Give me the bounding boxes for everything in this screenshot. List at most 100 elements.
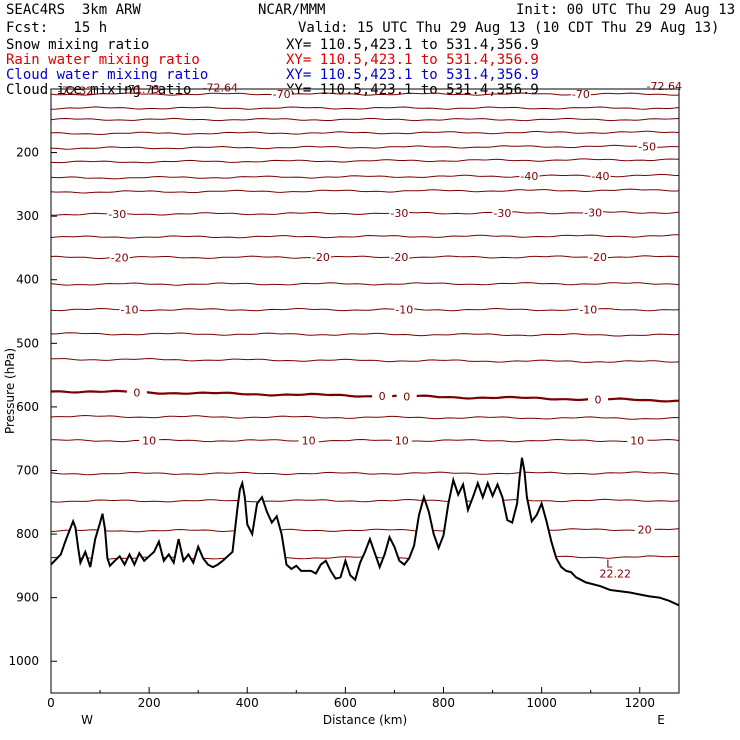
- field-xy-rain: XY= 110.5,423.1 to 531.4,356.9: [286, 52, 539, 68]
- axis-layer: 0 200 400 600 800 1000 12002003004005006007008…: [8, 146, 655, 710]
- isotherm-label-bg: [271, 88, 292, 101]
- x-tick-label: 800: [432, 696, 455, 710]
- isotherm-label: -20: [312, 251, 330, 264]
- isotherm-line: [50, 106, 680, 110]
- x-tick-label: 1200: [624, 696, 655, 710]
- isotherm-label-bg: [372, 390, 393, 403]
- isotherm-label: 20: [638, 524, 652, 537]
- valid-time: Valid: 15 UTC Thu 29 Aug 13 (10 CDT Thu …: [298, 20, 720, 36]
- isotherm-label-bg: [126, 386, 147, 399]
- y-tick-label: 300: [16, 209, 39, 223]
- init-time: Init: 00 UTC Thu 29 Aug 13: [516, 2, 736, 18]
- y-tick-label: 800: [16, 527, 39, 541]
- isotherm-line: [50, 528, 680, 533]
- extremum-annotation: -71.73: [124, 83, 159, 96]
- extremum-annotation: 22.22: [599, 567, 631, 580]
- y-tick-label: 600: [16, 400, 39, 414]
- isotherm-line: [50, 282, 680, 286]
- isotherm-line: [50, 188, 680, 194]
- field-xy-cloud-ice: XY= 110.5,423.1 to 531.4,356.9: [286, 82, 539, 98]
- isotherm-line: [50, 307, 680, 312]
- isotherm-label-bg: [107, 208, 128, 221]
- y-axis-title: Pressure (hPa): [3, 348, 17, 434]
- field-label-cloud-water: Cloud water mixing ratio: [6, 67, 209, 83]
- isotherm-label-bg: [588, 393, 609, 406]
- plot-border: [50, 88, 680, 694]
- isotherm-line: [51, 332, 680, 337]
- isotherm-label-bg: [492, 206, 513, 219]
- isotherm-label: 0: [403, 390, 410, 403]
- y-tick-label: 500: [16, 336, 39, 350]
- isotherm-line: [50, 174, 680, 180]
- isotherm-label-bg: [588, 250, 609, 263]
- isotherm-label-bg: [109, 251, 130, 264]
- isotherm-line: [50, 117, 680, 122]
- forecast-hour: Fcst: 15 h: [6, 20, 108, 36]
- isotherm-label: -20: [589, 251, 607, 264]
- field-label-rain: Rain water mixing ratio: [6, 52, 200, 68]
- isotherm-line: [50, 389, 680, 403]
- isotherm-label-bg: [389, 207, 410, 220]
- organization-label: NCAR/MMM: [258, 2, 326, 18]
- x-tick-label: 1000: [526, 696, 557, 710]
- isotherm-line: [50, 498, 680, 503]
- terrain-layer: [50, 88, 680, 694]
- isotherm-label: -20: [111, 251, 129, 264]
- isotherm-line: [50, 234, 679, 239]
- isotherm-line: [51, 357, 680, 363]
- isotherm-line: [50, 130, 680, 136]
- isotherm-line: [50, 471, 680, 476]
- isotherm-label-bg: [578, 303, 599, 316]
- isotherm-label: 0: [133, 386, 140, 399]
- isotherm-label-bg: [519, 170, 540, 183]
- isotherm-label: 10: [142, 435, 156, 448]
- isotherm-label-bg: [570, 88, 591, 101]
- y-tick-label: 700: [16, 463, 39, 477]
- isotherm-label-bg: [389, 251, 410, 264]
- isotherm-label: -10: [121, 304, 139, 317]
- isotherm-label: -30: [390, 207, 408, 220]
- isotherm-label-bg: [634, 523, 655, 536]
- model-title: SEAC4RS 3km ARW: [6, 2, 141, 18]
- isotherm-label: -30: [493, 207, 511, 220]
- terrain-line: [50, 457, 680, 607]
- extremum-annotation: L: [606, 557, 613, 570]
- annotation-layer: -72.32 -71.73 -72.64 -72.64 L22.22: [58, 80, 682, 581]
- isotherm-label-bg: [139, 434, 160, 447]
- isotherm-label: -40: [592, 170, 610, 183]
- isotherm-label: -40: [520, 170, 538, 183]
- isotherm-label: -10: [579, 304, 597, 317]
- x-tick-label: 400: [236, 696, 259, 710]
- isotherm-line: [50, 255, 680, 260]
- isotherm-label: 10: [630, 435, 644, 448]
- x-axis-title: Distance (km): [323, 713, 407, 727]
- isotherm-layer: -70 -70 -50 -40 -40 -30 -30 -30 -30 -20 -20 -20 -20 -…: [50, 88, 680, 560]
- isotherm-label: -30: [584, 207, 602, 220]
- isotherm-line: [50, 414, 680, 420]
- isotherm-line: [50, 144, 680, 150]
- x-tick-label: 0: [47, 696, 55, 710]
- isotherm-label-bg: [391, 434, 412, 447]
- isotherm-label: -70: [572, 88, 590, 101]
- isotherm-label: 10: [395, 435, 409, 448]
- isotherm-label: 0: [379, 390, 386, 403]
- isotherm-line: [50, 211, 680, 216]
- extremum-annotation: -72.64: [203, 82, 238, 95]
- isotherm-label-bg: [637, 140, 658, 153]
- isotherm-label: 0: [595, 393, 602, 406]
- isotherm-label: -10: [395, 304, 413, 317]
- isotherm-label-bg: [310, 251, 331, 264]
- isotherm-line: [50, 158, 680, 164]
- isotherm-label: -70: [273, 88, 291, 101]
- isotherm-label-bg: [394, 303, 415, 316]
- y-tick-label: 1000: [8, 654, 39, 668]
- extremum-annotation: -72.64: [647, 80, 682, 93]
- field-xy-cloud-water: XY= 110.5,423.1 to 531.4,356.9: [286, 67, 539, 83]
- isotherm-label: -50: [638, 140, 656, 153]
- y-tick-label: 200: [16, 146, 39, 160]
- isotherm-label: -30: [108, 208, 126, 221]
- x-end-label-west: W: [81, 713, 93, 727]
- extremum-annotation: -72.32: [58, 84, 93, 97]
- field-xy-snow: XY= 110.5,423.1 to 531.4,356.9: [286, 37, 539, 53]
- terrain-mask: [51, 457, 679, 693]
